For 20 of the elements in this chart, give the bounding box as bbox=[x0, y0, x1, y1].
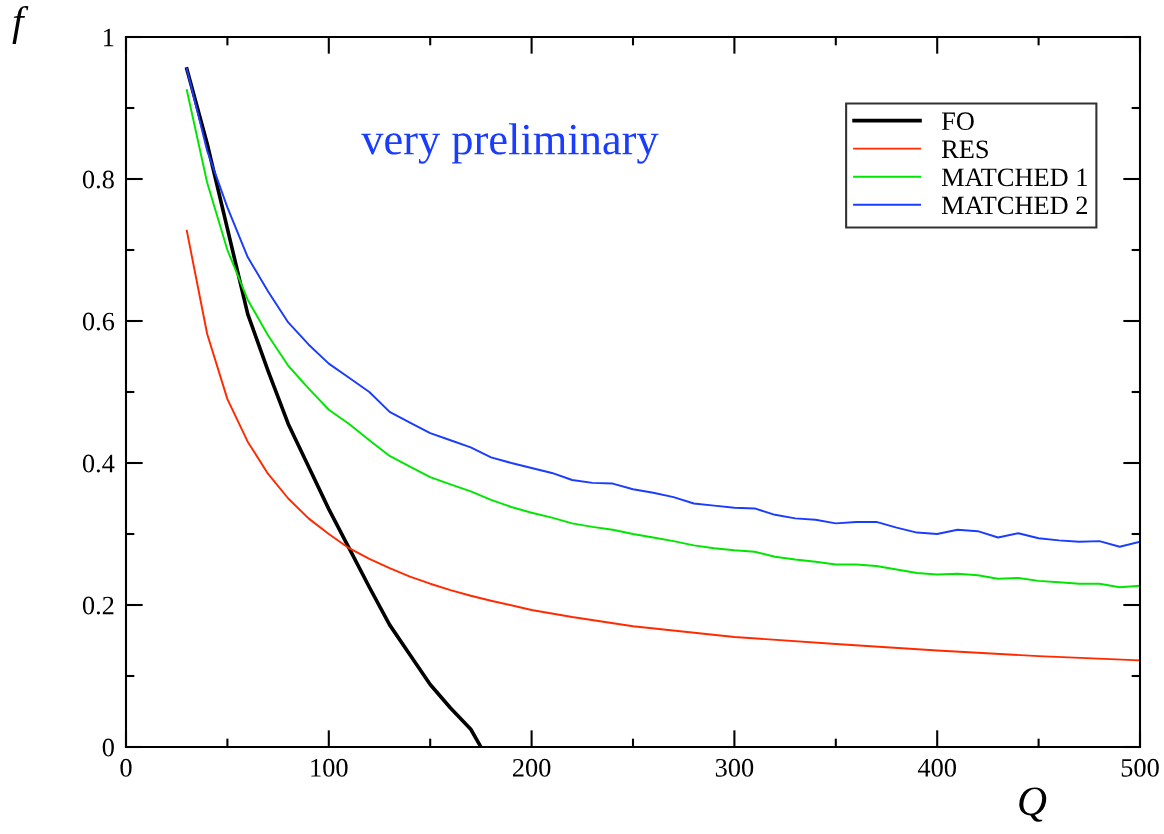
x-tick-label: 200 bbox=[512, 758, 551, 777]
line-series bbox=[185, 229, 1140, 662]
x-tick-label: 400 bbox=[917, 758, 956, 777]
x-tick-label: 300 bbox=[715, 758, 754, 777]
y-tick-label: 0 bbox=[102, 738, 114, 757]
legend-label: MATCHED 2 bbox=[941, 196, 1088, 215]
y-tick-label: 0.8 bbox=[82, 170, 114, 189]
y-tick-label: 0.6 bbox=[82, 312, 115, 331]
y-axis-title: f bbox=[12, 5, 29, 45]
y-tick-label: 1 bbox=[104, 28, 114, 47]
annotation: very preliminary bbox=[361, 123, 659, 164]
legend-label: FO bbox=[941, 112, 974, 131]
y-tick-label: 0.2 bbox=[82, 596, 114, 615]
x-tick-label: 0 bbox=[120, 758, 132, 777]
y-tick-label: 0.4 bbox=[82, 454, 115, 473]
x-tick-label: 500 bbox=[1121, 758, 1159, 777]
x-axis-title: Q bbox=[1019, 787, 1047, 822]
legend-label: MATCHED 1 bbox=[941, 168, 1087, 187]
legend-label: RES bbox=[941, 140, 988, 159]
x-tick-label: 100 bbox=[311, 758, 348, 777]
